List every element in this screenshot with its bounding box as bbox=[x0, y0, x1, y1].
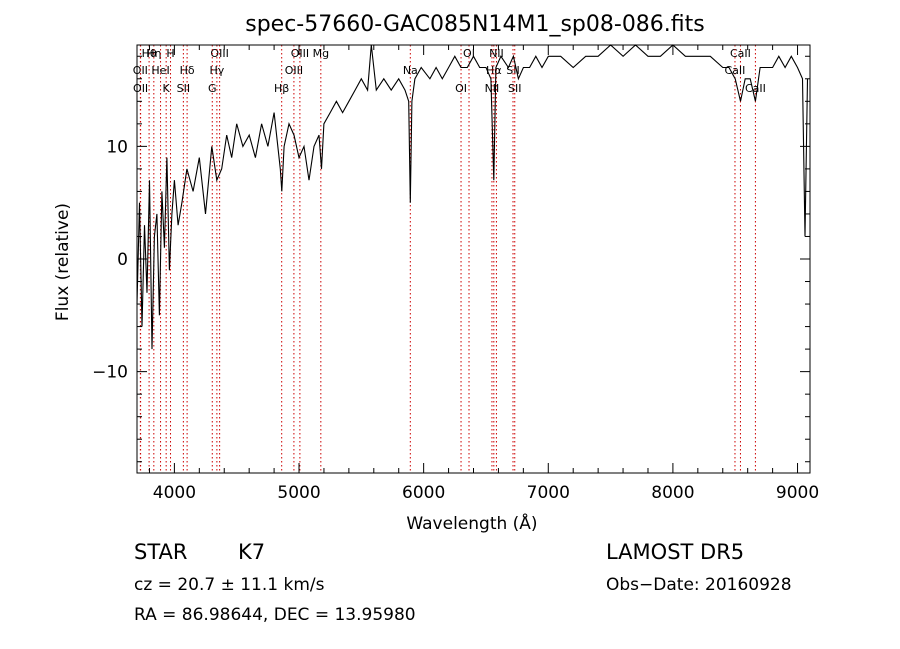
line-label: OI bbox=[455, 82, 467, 95]
line-label: Hη bbox=[146, 47, 161, 60]
line-label: CaII bbox=[725, 64, 746, 77]
plot-frame bbox=[136, 44, 811, 474]
line-label: OIII bbox=[291, 47, 309, 60]
line-label: OIII bbox=[210, 47, 228, 60]
x-axis-label: Wavelength (Å) bbox=[406, 512, 537, 534]
y-tick-label: 0 bbox=[117, 250, 128, 270]
spectrum-line bbox=[136, 44, 809, 350]
x-tick-label: 6000 bbox=[402, 483, 445, 503]
object-class: STAR bbox=[134, 540, 188, 564]
y-tick-label: 10 bbox=[106, 137, 128, 157]
x-tick-label: 7000 bbox=[527, 483, 570, 503]
line-label: HeI bbox=[151, 64, 169, 77]
line-label: Na bbox=[403, 64, 418, 77]
line-label: SII bbox=[508, 82, 521, 95]
line-label: Hγ bbox=[209, 64, 224, 77]
line-label: H bbox=[166, 47, 174, 60]
line-label: OI bbox=[463, 47, 475, 60]
axis-ticks: 4000 5000 6000 7000 8000 9000 −10 0 10 bbox=[92, 45, 819, 503]
line-label: CaII bbox=[745, 82, 766, 95]
line-label: Hα bbox=[486, 64, 502, 77]
line-label: G bbox=[208, 82, 217, 95]
coordinates-ra-dec: RA = 86.98644, DEC = 13.95980 bbox=[134, 605, 416, 625]
line-label: SII bbox=[177, 82, 190, 95]
line-label: Hδ bbox=[180, 64, 195, 77]
line-label: Mg bbox=[313, 47, 329, 60]
survey-label: LAMOST DR5 bbox=[606, 540, 745, 564]
y-axis-label: Flux (relative) bbox=[53, 203, 73, 321]
observation-date: Obs−Date: 20160928 bbox=[606, 575, 792, 595]
object-subclass: K7 bbox=[238, 540, 266, 564]
line-label: OII bbox=[133, 82, 148, 95]
line-label: Hθ bbox=[142, 47, 157, 60]
chart-title: spec-57660-GAC085N14M1_sp08-086.fits bbox=[245, 12, 705, 37]
redshift-cz: cz = 20.7 ± 11.1 km/s bbox=[134, 575, 325, 595]
x-tick-label: 8000 bbox=[651, 483, 694, 503]
x-tick-label: 9000 bbox=[776, 483, 819, 503]
line-label: K bbox=[163, 82, 171, 95]
line-label: NII bbox=[485, 82, 500, 95]
line-label: Hβ bbox=[274, 82, 289, 95]
line-label: OIII bbox=[285, 64, 303, 77]
y-tick-label: −10 bbox=[92, 363, 128, 383]
x-tick-label: 4000 bbox=[153, 483, 196, 503]
x-tick-label: 5000 bbox=[277, 483, 320, 503]
spectral-line-markers: HθOIIOIIHηHeIKHHδSIIOIIIHγGOIIIOIIIHβMgN… bbox=[133, 45, 766, 473]
